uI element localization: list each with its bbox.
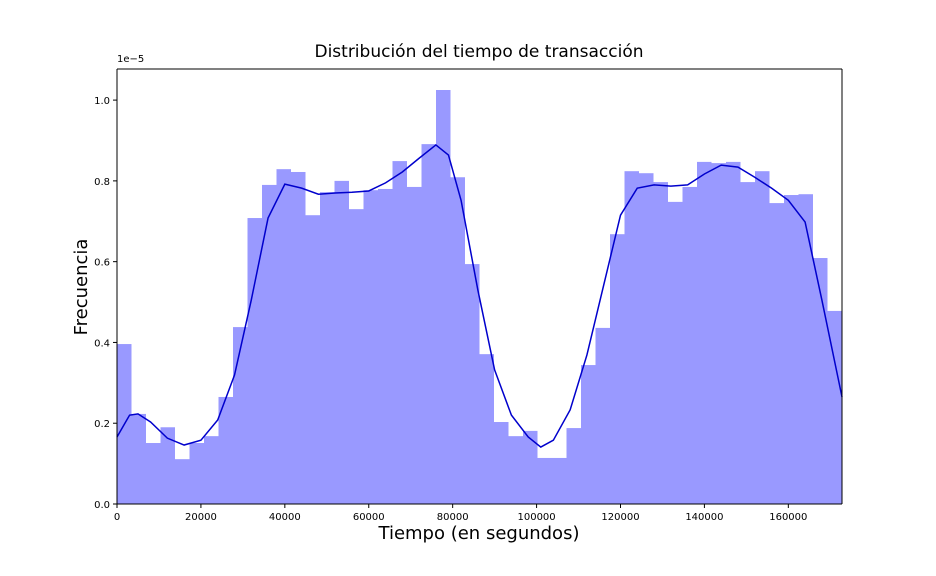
- y-tick-label: 0.4: [94, 338, 110, 349]
- x-axis-label: Tiempo (en segundos): [378, 523, 580, 544]
- y-offset-label: 1e−5: [117, 54, 144, 65]
- x-tick-label: 0: [114, 512, 120, 523]
- x-tick-label: 160000: [769, 512, 807, 523]
- y-axis-label: Frecuencia: [71, 239, 92, 336]
- histogram-bar: [566, 428, 582, 504]
- histogram-bar: [610, 234, 625, 504]
- histogram-bar: [508, 436, 524, 504]
- histogram-bar: [421, 144, 436, 504]
- histogram-bar: [363, 190, 378, 504]
- histogram-bar: [725, 161, 741, 504]
- histogram-bar: [320, 192, 335, 504]
- histogram-bar: [131, 413, 147, 504]
- histogram-bar: [537, 457, 552, 504]
- histogram-bar: [290, 171, 306, 504]
- x-tick-label: 100000: [517, 512, 555, 523]
- kde-line: [116, 143, 843, 448]
- histogram-bar: [784, 195, 799, 504]
- histogram-bar: [697, 161, 712, 504]
- histogram-bar: [146, 443, 161, 504]
- histogram-bar: [160, 427, 175, 504]
- histogram-bar: [798, 194, 813, 504]
- x-tick-label: 40000: [269, 512, 301, 523]
- histogram-bar: [653, 182, 669, 504]
- histogram-bar: [740, 182, 756, 504]
- histogram-bar: [711, 163, 726, 504]
- x-tick-label: 140000: [685, 512, 723, 523]
- histogram-bar: [247, 218, 262, 504]
- histogram-bar: [276, 169, 291, 505]
- histogram-bar: [450, 177, 465, 505]
- histogram-bar: [769, 203, 785, 504]
- histogram-bar: [638, 173, 654, 505]
- histogram-bar: [334, 180, 349, 504]
- histogram-bar: [348, 209, 364, 504]
- x-tick-label: 60000: [353, 512, 385, 523]
- y-tick-label: 0.6: [94, 258, 110, 269]
- histogram-bar: [218, 396, 234, 504]
- histogram-bar: [189, 443, 204, 504]
- y-tick-label: 0.8: [94, 177, 110, 188]
- x-tick-label: 120000: [601, 512, 639, 523]
- histogram-bar: [377, 188, 393, 504]
- chart-title: Distribución del tiempo de transacción: [314, 42, 643, 62]
- histogram-bar: [682, 186, 698, 504]
- x-tick-label: 80000: [437, 512, 469, 523]
- histogram-bar: [203, 436, 219, 504]
- histogram-bar: [551, 457, 567, 504]
- histogram-bar: [812, 258, 828, 504]
- histogram-bar: [464, 264, 480, 504]
- histogram-bar: [479, 354, 495, 504]
- histogram-bar: [305, 215, 321, 504]
- histogram-bar: [668, 201, 683, 505]
- histogram-bar: [494, 422, 509, 504]
- histogram-bar: [233, 327, 248, 504]
- histogram-bar: [435, 90, 451, 505]
- histogram-bar: [755, 171, 770, 504]
- histogram-bar: [174, 459, 190, 504]
- y-tick-label: 1.0: [94, 96, 110, 107]
- histogram-bar: [261, 184, 277, 504]
- x-tick-label: 20000: [185, 512, 217, 523]
- histogram-bar: [407, 186, 422, 504]
- histogram-bar: [624, 171, 639, 504]
- histogram-bar: [581, 365, 596, 504]
- y-tick-label: 0.0: [94, 500, 110, 511]
- y-tick-label: 0.2: [94, 419, 110, 430]
- histogram-bar: [595, 327, 611, 504]
- histogram-bar: [827, 310, 842, 504]
- histogram-bar: [392, 161, 408, 504]
- histogram-bar: [523, 430, 538, 504]
